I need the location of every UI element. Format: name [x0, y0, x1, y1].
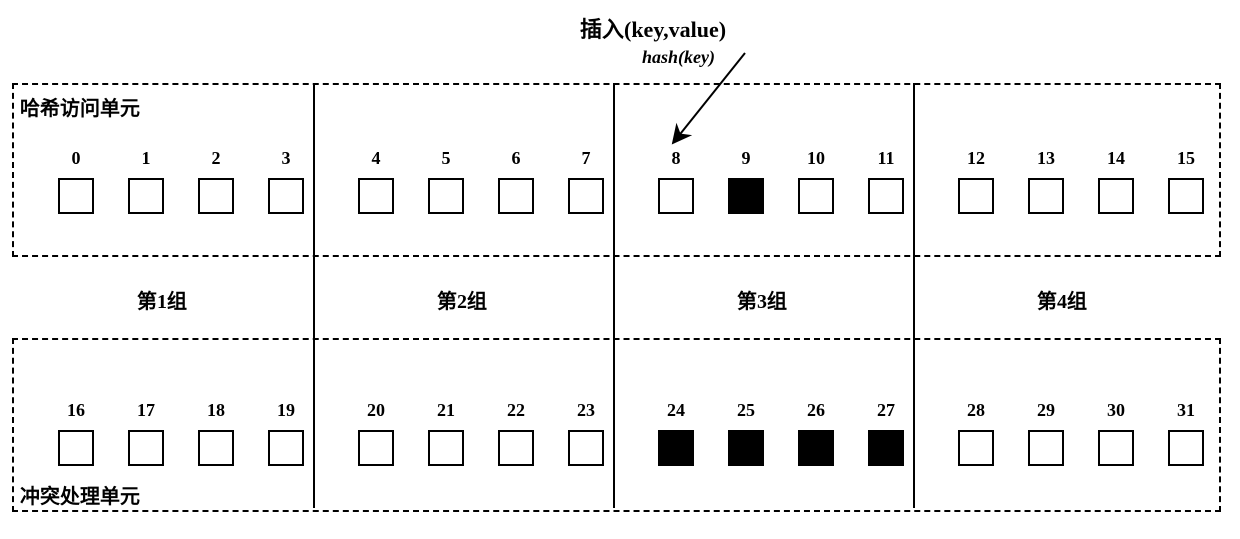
hash-cell: [198, 178, 234, 214]
hash-cell: [58, 430, 94, 466]
group-label: 第1组: [112, 285, 212, 314]
hash-cell: [428, 430, 464, 466]
hash-cell: [498, 430, 534, 466]
cell-index: 20: [354, 400, 398, 421]
hash-cell: [658, 178, 694, 214]
cell-index: 14: [1094, 148, 1138, 169]
hash-cell: [198, 430, 234, 466]
hash-cell: [1168, 178, 1204, 214]
hash-cell: [568, 178, 604, 214]
hash-cell: [798, 178, 834, 214]
cell-index: 6: [494, 148, 538, 169]
hash-cell: [428, 178, 464, 214]
diagram-canvas: 插入(key,value) hash(key) 哈希访问单元 冲突处理单元 第1…: [0, 0, 1240, 539]
cell-index: 2: [194, 148, 238, 169]
cell-index: 17: [124, 400, 168, 421]
cell-index: 21: [424, 400, 468, 421]
collision-unit-box: [12, 338, 1221, 512]
cell-index: 9: [724, 148, 768, 169]
cell-index: 31: [1164, 400, 1208, 421]
cell-index: 5: [424, 148, 468, 169]
hash-access-unit-box: [12, 83, 1221, 257]
hash-cell: [128, 178, 164, 214]
group-divider: [613, 83, 615, 508]
cell-index: 8: [654, 148, 698, 169]
hash-cell: [958, 178, 994, 214]
hash-access-unit-label: 哈希访问单元: [20, 92, 140, 121]
hash-cell: [128, 430, 164, 466]
cell-index: 7: [564, 148, 608, 169]
hash-cell: [728, 430, 764, 466]
cell-index: 13: [1024, 148, 1068, 169]
hash-cell: [358, 178, 394, 214]
cell-index: 11: [864, 148, 908, 169]
cell-index: 27: [864, 400, 908, 421]
cell-index: 24: [654, 400, 698, 421]
hash-cell: [868, 430, 904, 466]
group-label: 第3组: [712, 285, 812, 314]
hash-cell: [1168, 430, 1204, 466]
group-label: 第4组: [1012, 285, 1112, 314]
group-divider: [913, 83, 915, 508]
cell-index: 30: [1094, 400, 1138, 421]
cell-index: 23: [564, 400, 608, 421]
cell-index: 15: [1164, 148, 1208, 169]
cell-index: 10: [794, 148, 838, 169]
hash-cell: [958, 430, 994, 466]
hash-cell: [1028, 178, 1064, 214]
cell-index: 19: [264, 400, 308, 421]
hash-cell: [728, 178, 764, 214]
collision-unit-label: 冲突处理单元: [20, 480, 140, 509]
cell-index: 18: [194, 400, 238, 421]
hash-cell: [798, 430, 834, 466]
hash-cell: [358, 430, 394, 466]
hash-cell: [268, 178, 304, 214]
cell-index: 16: [54, 400, 98, 421]
hash-cell: [1098, 430, 1134, 466]
group-divider: [313, 83, 315, 508]
hash-cell: [268, 430, 304, 466]
hash-cell: [658, 430, 694, 466]
hash-cell: [58, 178, 94, 214]
cell-index: 0: [54, 148, 98, 169]
cell-index: 26: [794, 400, 838, 421]
cell-index: 29: [1024, 400, 1068, 421]
cell-index: 4: [354, 148, 398, 169]
group-label: 第2组: [412, 285, 512, 314]
cell-index: 25: [724, 400, 768, 421]
cell-index: 1: [124, 148, 168, 169]
cell-index: 12: [954, 148, 998, 169]
hash-cell: [568, 430, 604, 466]
cell-index: 22: [494, 400, 538, 421]
hash-cell: [1028, 430, 1064, 466]
cell-index: 3: [264, 148, 308, 169]
cell-index: 28: [954, 400, 998, 421]
hash-cell: [498, 178, 534, 214]
hash-cell: [1098, 178, 1134, 214]
hash-cell: [868, 178, 904, 214]
